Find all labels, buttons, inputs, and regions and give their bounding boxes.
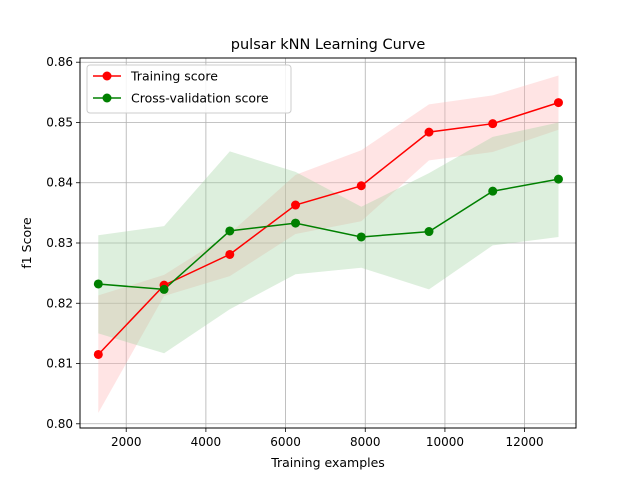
cv-score-point bbox=[356, 232, 366, 242]
training-score-point bbox=[93, 349, 103, 359]
training-score-point bbox=[291, 200, 301, 210]
cv-score-line bbox=[98, 178, 559, 291]
cv-std-band bbox=[98, 122, 559, 354]
y-tick-label: 0.81 bbox=[46, 357, 73, 371]
y-axis-label: f1 Score bbox=[19, 217, 34, 269]
training-std-band bbox=[98, 75, 559, 413]
cv-score-point bbox=[93, 279, 103, 289]
training-score-point bbox=[553, 98, 563, 108]
x-tick-label: 6000 bbox=[270, 435, 301, 449]
training-score-point bbox=[424, 127, 434, 137]
training-score-point bbox=[356, 181, 366, 191]
cv-score-point bbox=[225, 226, 235, 236]
cv-score-point bbox=[159, 284, 169, 294]
y-tick-label: 0.85 bbox=[46, 115, 73, 129]
series-points bbox=[93, 98, 563, 359]
legend-box bbox=[86, 64, 292, 114]
y-axis-ticks: 0.80 0.81 0.82 0.83 0.84 0.85 0.86 bbox=[46, 55, 80, 431]
cv-score-point bbox=[424, 227, 434, 237]
legend-training-marker bbox=[102, 71, 112, 81]
legend-training-label: Training score bbox=[130, 69, 218, 84]
x-tick-label: 10000 bbox=[426, 435, 464, 449]
x-tick-label: 8000 bbox=[350, 435, 381, 449]
y-tick-label: 0.83 bbox=[46, 236, 73, 250]
x-tick-label: 12000 bbox=[506, 435, 544, 449]
cv-score-point bbox=[488, 186, 498, 196]
y-tick-label: 0.82 bbox=[46, 296, 73, 310]
series-lines bbox=[97, 101, 559, 356]
y-tick-label: 0.80 bbox=[46, 417, 73, 431]
grid bbox=[80, 58, 576, 428]
chart-title: pulsar kNN Learning Curve bbox=[231, 37, 426, 53]
y-tick-label: 0.84 bbox=[46, 176, 73, 190]
std-bands bbox=[98, 75, 559, 413]
legend-cv-marker bbox=[102, 93, 112, 103]
x-tick-label: 4000 bbox=[191, 435, 222, 449]
x-axis-ticks: 2000 4000 6000 8000 10000 12000 bbox=[111, 428, 544, 449]
x-tick-label: 2000 bbox=[111, 435, 142, 449]
x-axis-label: Training examples bbox=[270, 455, 385, 470]
training-score-point bbox=[488, 119, 498, 129]
training-score-point bbox=[225, 249, 235, 259]
legend-cv-label: Cross-validation score bbox=[131, 91, 269, 106]
cv-score-point bbox=[291, 218, 301, 228]
y-tick-label: 0.86 bbox=[46, 55, 73, 69]
legend: Training score Cross-validation score bbox=[86, 64, 292, 114]
cv-score-point bbox=[553, 174, 563, 184]
